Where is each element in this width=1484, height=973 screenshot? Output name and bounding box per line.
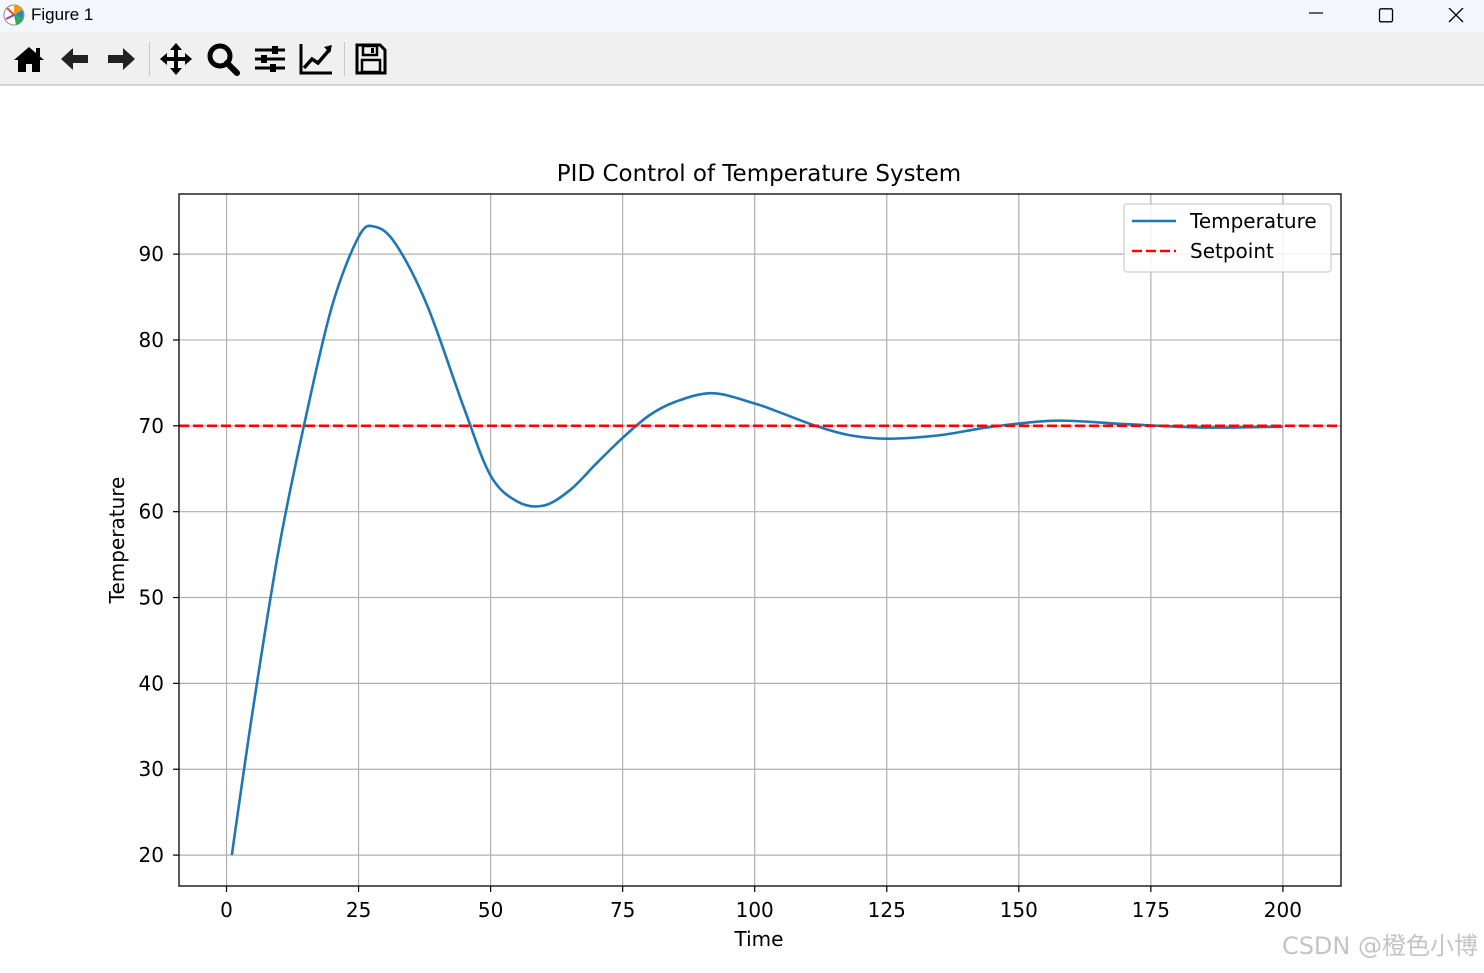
zoom-button[interactable] <box>205 41 241 77</box>
legend-label-setpoint: Setpoint <box>1190 239 1274 263</box>
grid-lines <box>179 194 1341 886</box>
y-tick-label: 90 <box>139 242 164 266</box>
y-tick-label: 80 <box>139 328 164 352</box>
move-icon <box>160 43 192 75</box>
sliders-icon <box>255 46 285 72</box>
plot-area-frame <box>178 193 1342 887</box>
window-title: Figure 1 <box>31 5 94 24</box>
y-tick-label: 30 <box>139 757 164 781</box>
series-line-temperature <box>230 224 1283 856</box>
matplotlib-logo-icon <box>3 4 25 26</box>
y-tick-label: 40 <box>139 671 164 695</box>
x-tick-label: 125 <box>868 898 906 922</box>
y-tick-label: 60 <box>139 500 164 524</box>
navigation-toolbar <box>0 32 1484 86</box>
axis-ticks: 0 25 50 75 100 125 150 175 200 20 30 40 50 60 70 80 90 <box>139 242 1302 922</box>
magnifier-icon <box>207 43 240 76</box>
toolbar-separator <box>344 42 345 76</box>
arrow-right-icon <box>108 48 135 70</box>
y-tick-label: 70 <box>139 414 164 438</box>
legend: Temperature Setpoint <box>1123 203 1332 273</box>
x-axis-label: Time <box>734 927 784 951</box>
series-layer <box>179 224 1341 856</box>
watermark-text: CSDN @橙色小博 <box>1281 932 1478 960</box>
x-tick-label: 50 <box>478 898 503 922</box>
line-chart[interactable]: PID Control of Temperature System 0 25 50 7… <box>0 86 1484 969</box>
minimize-button[interactable] <box>1281 0 1351 32</box>
toolbar-separator <box>149 42 150 76</box>
home-button[interactable] <box>11 41 47 77</box>
save-button[interactable] <box>353 41 389 77</box>
x-tick-label: 100 <box>736 898 774 922</box>
configure-subplots-button[interactable] <box>252 41 288 77</box>
y-axis-label: Temperature <box>105 477 129 605</box>
x-tick-label: 0 <box>220 898 233 922</box>
y-tick-label: 50 <box>139 586 164 610</box>
chart-edit-icon <box>299 44 332 75</box>
chart-title: PID Control of Temperature System <box>557 161 961 187</box>
minimize-icon <box>1309 12 1323 14</box>
maximize-button[interactable] <box>1351 0 1421 32</box>
x-tick-label: 75 <box>610 898 635 922</box>
back-button[interactable] <box>57 41 93 77</box>
legend-label-temperature: Temperature <box>1189 209 1317 233</box>
arrow-left-icon <box>61 48 88 70</box>
close-icon <box>1448 8 1464 23</box>
x-tick-label: 200 <box>1264 898 1302 922</box>
figure-canvas[interactable]: PID Control of Temperature System 0 25 50 7… <box>0 86 1484 969</box>
edit-axis-button[interactable] <box>298 41 334 77</box>
maximize-icon <box>1378 8 1394 23</box>
x-tick-label: 25 <box>346 898 371 922</box>
floppy-disk-icon <box>355 43 387 75</box>
close-button[interactable] <box>1421 0 1484 32</box>
pan-button[interactable] <box>158 41 194 77</box>
forward-button[interactable] <box>103 41 139 77</box>
x-tick-label: 150 <box>1000 898 1038 922</box>
x-tick-label: 175 <box>1132 898 1170 922</box>
home-icon <box>14 47 44 72</box>
window-titlebar: Figure 1 <box>0 0 1484 32</box>
y-tick-label: 20 <box>139 843 164 867</box>
